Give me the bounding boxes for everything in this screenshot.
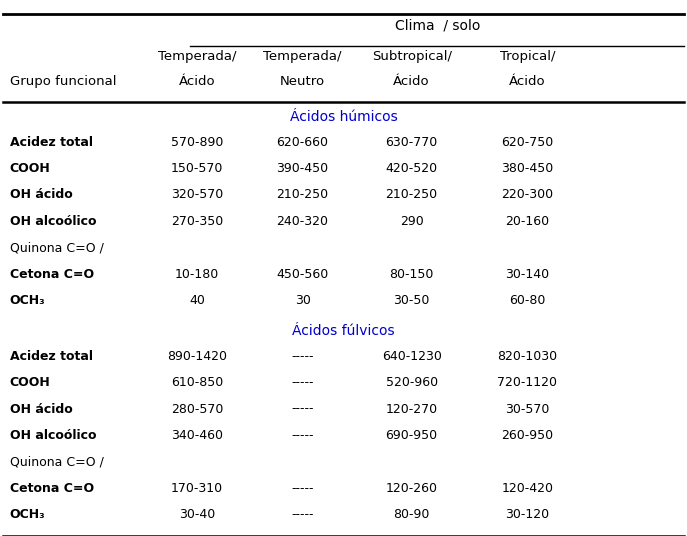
Text: 20-160: 20-160 <box>506 215 550 228</box>
Text: -----: ----- <box>291 349 314 363</box>
Text: 610-850: 610-850 <box>171 376 223 389</box>
Text: 120-420: 120-420 <box>502 482 554 495</box>
Text: -----: ----- <box>291 403 314 415</box>
Text: 40: 40 <box>189 294 205 307</box>
Text: 120-260: 120-260 <box>385 482 438 495</box>
Text: 290: 290 <box>400 215 423 228</box>
Text: 210-250: 210-250 <box>277 188 328 202</box>
Text: 210-250: 210-250 <box>385 188 438 202</box>
Text: 340-460: 340-460 <box>171 429 223 442</box>
Text: Grupo funcional: Grupo funcional <box>10 75 116 88</box>
Text: 260-950: 260-950 <box>502 429 554 442</box>
Text: OH ácido: OH ácido <box>10 188 72 202</box>
Text: 150-570: 150-570 <box>171 162 223 175</box>
Text: 270-350: 270-350 <box>171 215 223 228</box>
Text: Acidez total: Acidez total <box>10 136 93 148</box>
Text: Ácido: Ácido <box>394 75 430 88</box>
Text: 390-450: 390-450 <box>277 162 328 175</box>
Text: 280-570: 280-570 <box>171 403 223 415</box>
Text: OH alcoólico: OH alcoólico <box>10 429 96 442</box>
Text: 520-960: 520-960 <box>385 376 438 389</box>
Text: Temperada/: Temperada/ <box>158 49 236 63</box>
Text: OH alcoólico: OH alcoólico <box>10 215 96 228</box>
Text: Acidez total: Acidez total <box>10 349 93 363</box>
Text: -----: ----- <box>291 482 314 495</box>
Text: 220-300: 220-300 <box>502 188 554 202</box>
Text: 890-1420: 890-1420 <box>167 349 227 363</box>
Text: Subtropical/: Subtropical/ <box>372 49 451 63</box>
Text: Temperada/: Temperada/ <box>263 49 342 63</box>
Text: 620-750: 620-750 <box>502 136 554 148</box>
Text: 80-150: 80-150 <box>390 267 433 280</box>
Text: Clima  / solo: Clima / solo <box>394 19 480 33</box>
Text: Ácido: Ácido <box>509 75 545 88</box>
Text: COOH: COOH <box>10 162 50 175</box>
Text: 10-180: 10-180 <box>175 267 219 280</box>
Text: 30-570: 30-570 <box>506 403 550 415</box>
Text: 380-450: 380-450 <box>502 162 554 175</box>
Text: -----: ----- <box>291 376 314 389</box>
Text: 450-560: 450-560 <box>276 267 329 280</box>
Text: Quinona C=O /: Quinona C=O / <box>10 455 104 468</box>
Text: Neutro: Neutro <box>280 75 325 88</box>
Text: Ácidos fúlvicos: Ácidos fúlvicos <box>292 324 395 338</box>
Text: 570-890: 570-890 <box>171 136 223 148</box>
Text: Ácidos húmicos: Ácidos húmicos <box>290 110 397 124</box>
Text: 240-320: 240-320 <box>277 215 328 228</box>
Text: 630-770: 630-770 <box>385 136 438 148</box>
Text: Ácido: Ácido <box>179 75 215 88</box>
Text: 690-950: 690-950 <box>385 429 438 442</box>
Text: 30-50: 30-50 <box>394 294 430 307</box>
Text: 720-1120: 720-1120 <box>497 376 557 389</box>
Text: 60-80: 60-80 <box>509 294 545 307</box>
Text: 30-40: 30-40 <box>179 508 215 521</box>
Text: Quinona C=O /: Quinona C=O / <box>10 241 104 254</box>
Text: 30-120: 30-120 <box>506 508 550 521</box>
Text: 80-90: 80-90 <box>394 508 430 521</box>
Text: 120-270: 120-270 <box>385 403 438 415</box>
Text: 30: 30 <box>295 294 311 307</box>
Text: Tropical/: Tropical/ <box>499 49 555 63</box>
Text: Cetona C=O: Cetona C=O <box>10 482 93 495</box>
Text: 620-660: 620-660 <box>277 136 328 148</box>
Text: 640-1230: 640-1230 <box>382 349 442 363</box>
Text: OCH₃: OCH₃ <box>10 508 45 521</box>
Text: 320-570: 320-570 <box>171 188 223 202</box>
Text: 170-310: 170-310 <box>171 482 223 495</box>
Text: 30-140: 30-140 <box>506 267 550 280</box>
Text: -----: ----- <box>291 508 314 521</box>
Text: 420-520: 420-520 <box>385 162 438 175</box>
Text: OCH₃: OCH₃ <box>10 294 45 307</box>
Text: COOH: COOH <box>10 376 50 389</box>
Text: Cetona C=O: Cetona C=O <box>10 267 93 280</box>
Text: 820-1030: 820-1030 <box>497 349 558 363</box>
Text: -----: ----- <box>291 429 314 442</box>
Text: OH ácido: OH ácido <box>10 403 72 415</box>
